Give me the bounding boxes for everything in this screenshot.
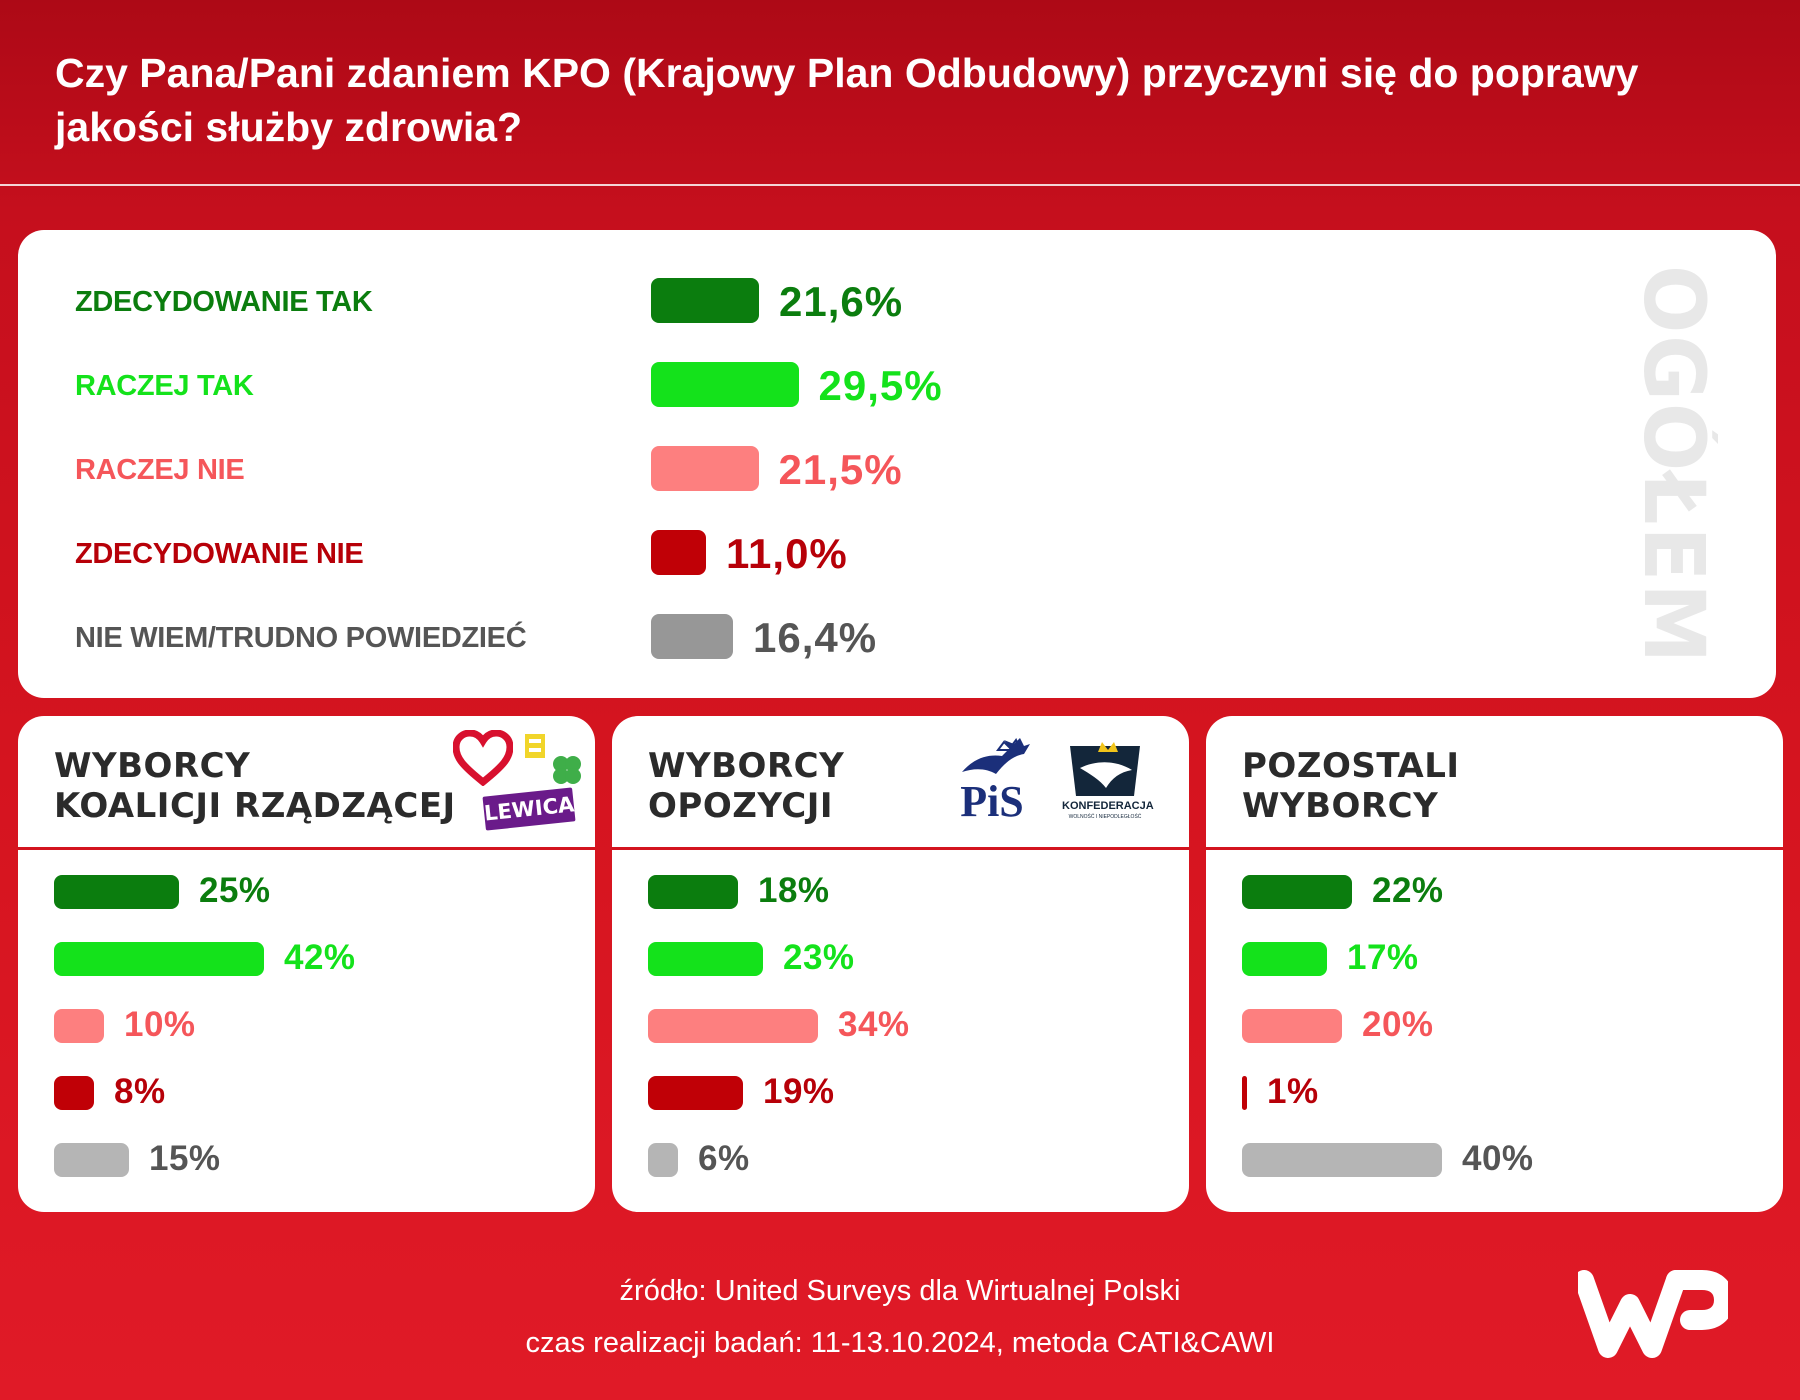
group-row-nie-wiem: 6% xyxy=(612,1139,1189,1179)
value-label: 6% xyxy=(698,1139,750,1178)
card-title: WYBORCY KOALICJI RZĄDZĄCEJ xyxy=(54,746,456,826)
value-label: 25% xyxy=(199,871,271,910)
group-row-raczej-tak: 23% xyxy=(612,938,1189,978)
bar-raczej-tak xyxy=(1242,942,1327,976)
value-label: 11,0% xyxy=(726,530,848,577)
bar-zdecydowanie-tak xyxy=(648,875,738,909)
group-row-raczej-nie: 34% xyxy=(612,1005,1189,1045)
bar-raczej-tak xyxy=(54,942,264,976)
group-row-raczej-nie: 10% xyxy=(18,1005,595,1045)
bar-nie-wiem xyxy=(648,1143,678,1177)
card-header: WYBORCY OPOZYCJI PiS KONFEDERACJA WOLNOŚ… xyxy=(612,716,1189,850)
value-label: 10% xyxy=(124,1005,196,1044)
group-row-zdecydowanie-nie: 1% xyxy=(1206,1072,1783,1112)
pis-logo-text: PiS xyxy=(960,777,1024,826)
konfederacja-logo-subtext: WOLNOŚĆ I NIEPODLEGŁOŚĆ xyxy=(1068,814,1142,820)
card-header: WYBORCY KOALICJI RZĄDZĄCEJ LEWICA xyxy=(18,716,595,850)
bar-nie-wiem xyxy=(1242,1143,1442,1177)
wp-logo xyxy=(1578,1270,1728,1358)
value-label: 8% xyxy=(114,1072,166,1111)
card-header: POZOSTALI WYBORCY xyxy=(1206,716,1783,850)
bar-zdecydowanie-nie xyxy=(648,1076,743,1110)
bar-raczej-nie xyxy=(1242,1009,1342,1043)
category-label: ZDECYDOWANIE TAK xyxy=(75,286,373,318)
group-row-zdecydowanie-tak: 18% xyxy=(612,871,1189,911)
opposition-voters-card: WYBORCY OPOZYCJI PiS KONFEDERACJA WOLNOŚ… xyxy=(612,716,1189,1212)
value-label: 21,6% xyxy=(779,278,904,325)
bar-zdecydowanie-tak xyxy=(54,875,179,909)
konfederacja-logo-text: KONFEDERACJA xyxy=(1062,800,1154,812)
group-row-raczej-tak: 42% xyxy=(18,938,595,978)
bar-zdecydowanie-nie xyxy=(54,1076,94,1110)
value-label: 17% xyxy=(1347,938,1419,977)
coalition-voters-card: WYBORCY KOALICJI RZĄDZĄCEJ LEWICA 25% 42%… xyxy=(18,716,595,1212)
bar-nie-wiem xyxy=(651,614,733,659)
category-label: RACZEJ TAK xyxy=(75,370,254,402)
value-label: 23% xyxy=(783,938,855,977)
overall-row-zdecydowanie-tak: ZDECYDOWANIE TAK 21,6% xyxy=(18,276,1776,326)
konfederacja-eagle-icon xyxy=(1070,742,1140,796)
bar-raczej-tak xyxy=(651,362,799,407)
overall-vertical-label: OGÓŁEM xyxy=(1625,265,1718,665)
value-label: 1% xyxy=(1267,1072,1319,1111)
source-text: źródło: United Surveys dla Wirtualnej Po… xyxy=(619,1275,1181,1307)
bar-raczej-nie xyxy=(648,1009,818,1043)
group-row-nie-wiem: 15% xyxy=(18,1139,595,1179)
trzecia-droga-logo xyxy=(525,734,581,784)
group-row-raczej-nie: 20% xyxy=(1206,1005,1783,1045)
vertical-label-text: OGÓŁEM xyxy=(1625,265,1718,665)
konfederacja-logo: KONFEDERACJA WOLNOŚĆ I NIEPODLEGŁOŚĆ xyxy=(1062,738,1154,832)
value-label: 15% xyxy=(149,1139,221,1178)
overall-row-zdecydowanie-nie: ZDECYDOWANIE NIE 11,0% xyxy=(18,528,1776,578)
value-label: 40% xyxy=(1462,1139,1534,1178)
value-label: 22% xyxy=(1372,871,1444,910)
chart-title: Czy Pana/Pani zdaniem KPO (Krajowy Plan … xyxy=(55,50,1639,150)
eagle-crown-icon xyxy=(962,737,1030,774)
method-text: czas realizacji badań: 11-13.10.2024, me… xyxy=(525,1327,1275,1359)
card-title: WYBORCY OPOZYCJI xyxy=(648,746,845,826)
group-row-nie-wiem: 40% xyxy=(1206,1139,1783,1179)
bar-zdecydowanie-nie xyxy=(1242,1076,1247,1110)
overall-row-nie-wiem: NIE WIEM/TRUDNO POWIEDZIEĆ 16,4% xyxy=(18,612,1776,662)
group-row-zdecydowanie-nie: 8% xyxy=(18,1072,595,1112)
bar-zdecydowanie-nie xyxy=(651,530,706,575)
bar-raczej-tak xyxy=(648,942,763,976)
category-label: RACZEJ NIE xyxy=(75,454,245,486)
other-voters-card: POZOSTALI WYBORCY 22% 17% 20% 1% 40% xyxy=(1206,716,1783,1212)
bar-zdecydowanie-tak xyxy=(1242,875,1352,909)
value-label: 29,5% xyxy=(818,362,943,409)
bar-nie-wiem xyxy=(54,1143,129,1177)
group-row-zdecydowanie-tak: 22% xyxy=(1206,871,1783,911)
value-label: 34% xyxy=(838,1005,910,1044)
category-label: ZDECYDOWANIE NIE xyxy=(75,538,364,570)
value-label: 16,4% xyxy=(753,614,878,661)
overall-row-raczej-nie: RACZEJ NIE 21,5% xyxy=(18,444,1776,494)
value-label: 42% xyxy=(284,938,356,977)
group-row-zdecydowanie-tak: 25% xyxy=(18,871,595,911)
value-label: 19% xyxy=(763,1072,835,1111)
bar-zdecydowanie-tak xyxy=(651,278,759,323)
bar-raczej-nie xyxy=(651,446,759,491)
value-label: 21,5% xyxy=(778,446,903,493)
lewica-logo: LEWICA xyxy=(482,787,576,831)
category-label: NIE WIEM/TRUDNO POWIEDZIEĆ xyxy=(75,622,527,654)
heart-icon xyxy=(453,730,513,786)
overall-row-raczej-tak: RACZEJ TAK 29,5% xyxy=(18,360,1776,410)
overall-results-card: ZDECYDOWANIE TAK 21,6% RACZEJ TAK 29,5% RACZ… xyxy=(18,230,1776,698)
card-title: POZOSTALI WYBORCY xyxy=(1242,746,1460,826)
bar-raczej-nie xyxy=(54,1009,104,1043)
group-row-raczej-tak: 17% xyxy=(1206,938,1783,978)
value-label: 18% xyxy=(758,871,830,910)
pis-logo: PiS xyxy=(952,737,1032,830)
group-row-zdecydowanie-nie: 19% xyxy=(612,1072,1189,1112)
value-label: 20% xyxy=(1362,1005,1434,1044)
header: Czy Pana/Pani zdaniem KPO (Krajowy Plan … xyxy=(0,0,1800,186)
